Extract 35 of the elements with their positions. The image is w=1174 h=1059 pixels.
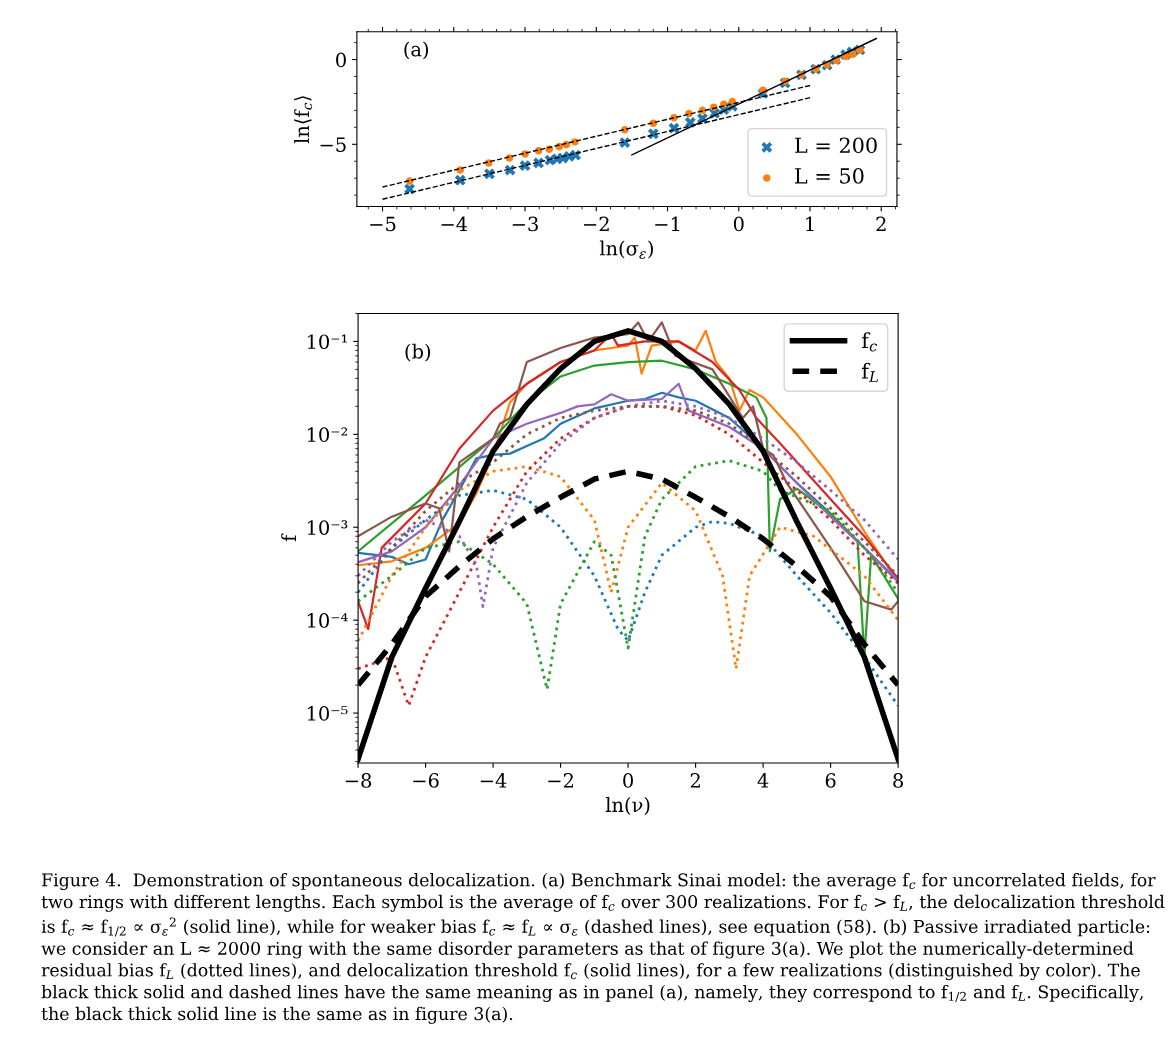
x-tick-label: −5 <box>370 216 396 232</box>
y-tick-label: 10⁻³ <box>307 520 348 535</box>
y-axis-title: f <box>281 533 296 542</box>
x-tick-label: 0 <box>733 216 744 232</box>
x-tick-label: 0 <box>623 773 633 788</box>
x-tick-label: 8 <box>893 773 903 788</box>
y-tick-label: 10⁻⁵ <box>307 706 348 721</box>
legend-label: L = 200 <box>795 137 877 154</box>
x-tick-label: 2 <box>876 216 886 231</box>
y-tick-label: 10⁻² <box>307 427 348 442</box>
y-tick-label: 10⁻⁴ <box>307 613 348 628</box>
y-tick-label: 0 <box>336 52 346 68</box>
x-tick-label: −4 <box>480 773 507 788</box>
y-tick-label: −5 <box>320 137 346 152</box>
text: Figure 4. Demonstration of spontaneous delocalization. (a) Benchmark Sinai model: the average f$_{c}$ for uncorrelated fields, for two rings with different lengths. Each symbol is the average of f$_{c}$ over 300 realizations. For f$_{c}$ > f$_{L}$, the delocalization threshold is f$_{c}$ ≈ f$_{1/2}$ ∝ σ$_{ε}$$^{2}$ (solid line), while for weaker bias f$_{c}$ ≈ f$_{L}$ ∝ σ$_{ε}$ (dashed lines), see equation (58). (b) Passive irradiated particle: we consider an L ≈ 2000 ring with the same disorder parameters as that of figure 3(a). We plot the numerically-determined residual bias f$_{L}$ (dotted lines), and delocalization threshold f$_{c}$ (solid lines), for a few realizations (distinguished by color). The black thick solid and dashed lines have the same meaning as in panel (a), namely, they correspond to f$_{1/2}$ and f$_{L}$. Specifically, the black thick solid line is the same as in figure 3(a). <box>41 873 1165 1024</box>
x-tick-label: 2 <box>690 773 700 788</box>
annotation: (b) <box>405 343 431 362</box>
legend-label: f$_{L}$ <box>861 362 878 382</box>
x-tick-label: −8 <box>345 773 372 788</box>
y-tick-label: 10⁻¹ <box>307 334 347 350</box>
legend-label: L = 50 <box>795 167 864 184</box>
x-tick-label: −2 <box>548 773 574 788</box>
x-tick-label: −3 <box>512 216 538 232</box>
x-tick-label: 1 <box>806 216 814 231</box>
y-axis-title: ln⟨f$_{c}$⟩ <box>294 96 313 144</box>
legend-label: f$_{c}$ <box>861 332 878 352</box>
x-tick-label: −2 <box>584 216 609 231</box>
x-axis-title: ln(ν) <box>605 797 650 815</box>
x-axis-title: ln(σ$_{ε}$) <box>599 240 653 259</box>
x-tick-label: −1 <box>655 216 680 231</box>
x-tick-label: −6 <box>413 773 439 788</box>
x-tick-label: −4 <box>441 216 468 231</box>
x-tick-label: 6 <box>825 773 836 788</box>
annotation: (a) <box>404 41 429 60</box>
x-tick-label: 4 <box>757 773 769 788</box>
